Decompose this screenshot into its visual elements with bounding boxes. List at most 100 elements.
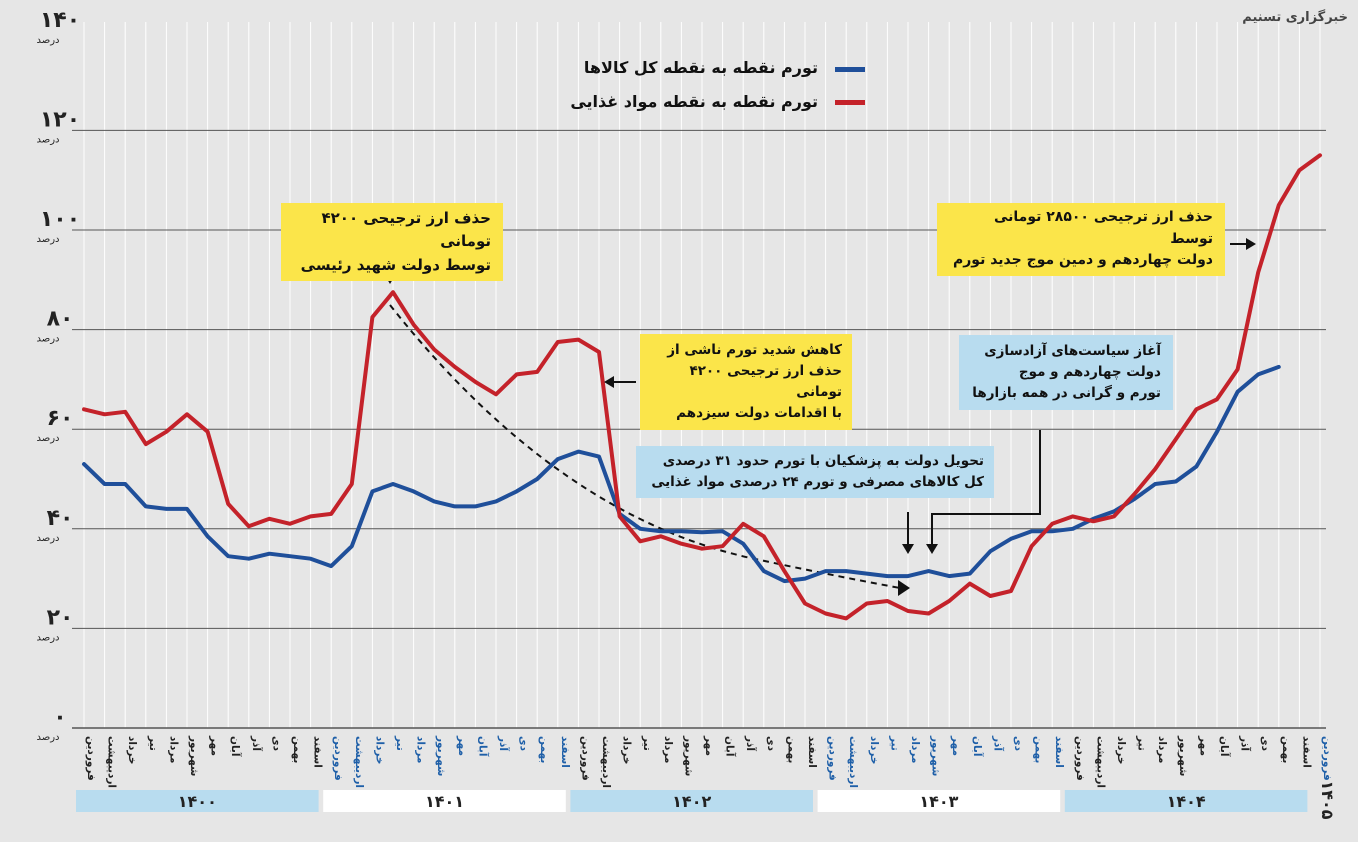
year-band (323, 790, 566, 812)
x-tick-label: اردیبهشت (106, 736, 118, 788)
annotation-line: حذف ارز ترجیحی ۲۸۵۰۰ تومانی توسط (993, 209, 1213, 247)
x-tick-label: مهر (1197, 735, 1209, 756)
y-tick-label: ۱۰۰ (40, 207, 80, 232)
annotation-drop: کاهش شدید تورم ناشی از حذف ارز ترجیحی ۴۲… (640, 334, 852, 430)
y-tick-label: ۰ (53, 705, 66, 730)
x-tick-label: فروردین (1321, 736, 1333, 781)
y-tick-label: ۲۰ (47, 605, 74, 630)
annotation-line: آغاز سیاست‌های آزادسازی (984, 343, 1161, 359)
arrow-liberal-head (926, 544, 938, 554)
x-tick-label: آبان (476, 736, 489, 757)
year-label: ۱۴۰۲ (672, 792, 711, 811)
arrow-removal-28500-head (1246, 238, 1256, 250)
trend-curve (389, 304, 901, 589)
y-unit-label: درصد (36, 533, 59, 544)
y-unit-label: درصد (36, 35, 59, 46)
x-tick-label: بهمن (785, 736, 797, 763)
x-tick-label: مهر (703, 735, 715, 756)
x-tick-label: شهریور (930, 735, 942, 776)
y-tick-label: ۶۰ (47, 406, 74, 431)
series-line-food (82, 153, 1322, 621)
y-tick-label: ۴۰ (47, 506, 74, 531)
x-tick-label: شهریور (188, 735, 200, 776)
annotation-removal-28500: حذف ارز ترجیحی ۲۸۵۰۰ تومانی توسط دولت چه… (937, 203, 1225, 277)
x-tick-label: خرداد (373, 736, 385, 764)
x-tick-label: فروردین (579, 736, 591, 781)
y-unit-label: درصد (36, 234, 59, 245)
x-tick-label: بهمن (538, 736, 550, 763)
x-tick-label: آذر (991, 735, 1004, 751)
x-tick-label: تیر (641, 735, 653, 751)
y-tick-label: ۸۰ (47, 307, 74, 332)
year-band (76, 790, 319, 812)
annotation-line: کل کالاهای مصرفی و تورم ۲۴ درصدی مواد غذ… (651, 473, 984, 490)
year-band (570, 790, 813, 812)
x-tick-label: دی (1012, 736, 1024, 752)
x-tick-label: مرداد (167, 736, 179, 763)
x-tick-label: شهریور (435, 735, 447, 776)
x-tick-label: آبان (229, 736, 242, 757)
x-tick-label: مهر (209, 735, 221, 756)
year-label: ۱۴۰۴ (1167, 792, 1206, 811)
y-unit-label: درصد (36, 732, 59, 743)
y-unit-label: درصد (36, 134, 59, 145)
x-tick-label: تیر (888, 735, 900, 751)
x-tick-label: آذر (744, 735, 757, 751)
trend-dashed-curve (389, 304, 910, 596)
legend-swatch-food (835, 100, 865, 105)
series-lines (82, 153, 1322, 621)
x-axis: فروردین اردیبهشت خرداد تیر مرداد شهریور مهر آبا… (76, 735, 1337, 820)
y-unit-label: درصد (36, 632, 59, 643)
x-tick-label: دی (765, 736, 777, 752)
x-tick-label: خرداد (868, 736, 880, 764)
x-tick-label: فروردین (827, 736, 839, 781)
x-tick-label: اسفند (312, 736, 324, 768)
legend-label-food: تورم نقطه به نقطه مواد غذایی (570, 92, 818, 111)
x-tick-label: خرداد (126, 736, 138, 764)
x-tick-label: آذر (250, 735, 263, 751)
x-tick-label: فروردین (332, 736, 344, 781)
annotation-line: حذف ارز ترجیحی ۴۲۰۰ تومانی (321, 209, 492, 251)
x-tick-label: دی (270, 736, 282, 752)
y-tick-label: ۱۴۰ (40, 8, 80, 33)
year-label: ۱۴۰۱ (425, 792, 464, 811)
x-tick-label: اسفند (1053, 736, 1065, 768)
x-tick-label: تیر (394, 735, 406, 751)
x-tick-label: دی (1259, 736, 1271, 752)
x-tick-label: دی (518, 736, 530, 752)
annotation-line: دولت چهاردهم و دمین موج جدید تورم (952, 252, 1213, 269)
x-tick-label: مهر (456, 735, 468, 756)
annotation-raisi: حذف ارز ترجیحی ۴۲۰۰ تومانی توسط دولت شهی… (281, 203, 503, 281)
x-tick-label: خرداد (621, 736, 633, 764)
x-tick-label: اردیبهشت (600, 736, 612, 788)
legend-swatch-total (835, 67, 865, 72)
x-tick-label: اردیبهشت (847, 736, 859, 788)
x-tick-label: فروردین (1074, 736, 1086, 781)
annotation-line: توسط دولت شهید رئیسی (300, 255, 491, 274)
year-band (817, 790, 1061, 812)
year-band (1064, 790, 1308, 812)
annotation-line: با اقدامات دولت سیزدهم (676, 404, 842, 421)
annotation-line: کاهش شدید تورم ناشی از (667, 342, 842, 358)
arrow-handover-1-head (902, 544, 914, 554)
y-tick-label: ۱۲۰ (40, 107, 80, 132)
x-tick-label: آبان (971, 736, 984, 757)
arrow-liberal-line (931, 430, 1041, 546)
annotation-line: دولت چهاردهم و موج (1018, 363, 1161, 380)
x-tick-label: آذر (1239, 735, 1252, 751)
x-tick-label: شهریور (1177, 735, 1189, 776)
x-tick-label: اسفند (1300, 736, 1312, 768)
series-line-total (82, 364, 1281, 584)
year-label: ۱۴۰۳ (919, 792, 958, 811)
watermark-logo: خبرگزاری تسنیم (1242, 10, 1348, 25)
x-tick-label: اردیبهشت (353, 736, 365, 788)
y-unit-label: درصد (36, 433, 59, 444)
x-tick-label: تیر (1136, 735, 1148, 751)
year-label: ۱۴۰۵ (1318, 780, 1337, 819)
x-tick-label: آذر (497, 735, 510, 751)
trend-arrowhead (898, 580, 910, 596)
x-tick-label: خرداد (1115, 736, 1127, 764)
annotation-liberalization: آغاز سیاست‌های آزادسازی دولت چهاردهم و م… (959, 335, 1173, 410)
x-tick-label: مرداد (909, 736, 921, 763)
